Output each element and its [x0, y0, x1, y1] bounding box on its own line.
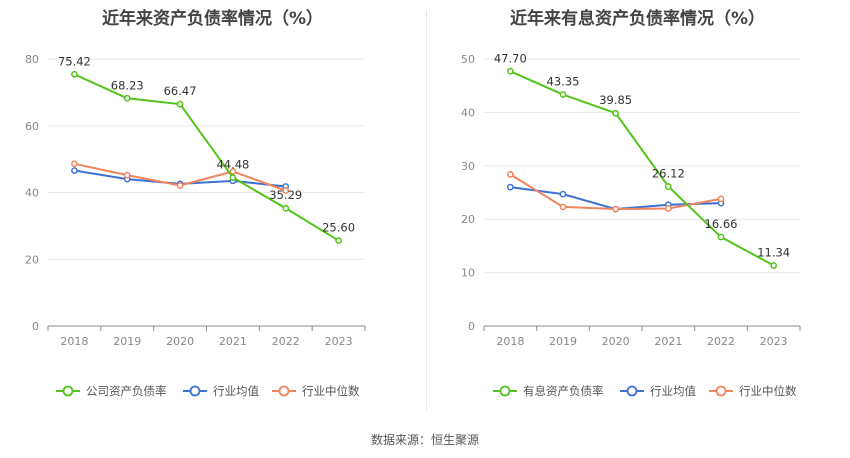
legend-label: 行业中位数	[739, 384, 797, 398]
x-tick-label: 2018	[60, 335, 88, 348]
x-tick-label: 2023	[760, 335, 788, 348]
legend-swatch-marker	[278, 385, 290, 397]
data-point	[559, 203, 567, 211]
data-point	[71, 160, 78, 168]
data-point	[176, 182, 184, 189]
data-point	[506, 170, 514, 178]
data-label: 68.23	[111, 78, 144, 92]
x-tick-label: 2019	[549, 335, 577, 348]
data-point	[717, 233, 725, 241]
data-label: 75.42	[58, 54, 91, 68]
data-point	[229, 174, 237, 181]
legend-swatch-marker	[715, 385, 727, 397]
data-label: 11.34	[757, 245, 790, 259]
data-point	[664, 183, 672, 190]
legend-swatch-marker	[62, 385, 74, 397]
data-point	[612, 205, 620, 213]
y-tick-label: 0	[468, 320, 475, 333]
x-tick-label: 2021	[219, 335, 247, 348]
x-tick-label: 2021	[654, 335, 682, 348]
x-tick-label: 2019	[113, 335, 141, 348]
y-tick-label: 80	[25, 53, 39, 66]
data-point	[229, 168, 237, 175]
data-point	[559, 91, 567, 98]
chart-title: 近年来有息资产负债率情况（%）	[509, 9, 766, 29]
y-tick-label: 20	[25, 253, 39, 266]
data-point	[612, 109, 620, 117]
data-point	[770, 262, 778, 269]
y-tick-label: 50	[461, 53, 475, 66]
data-source-note: 数据来源：恒生聚源	[370, 433, 479, 447]
chart-title: 近年来资产负债率情况（%）	[101, 9, 324, 29]
legend-label: 行业均值	[213, 384, 259, 398]
y-tick-label: 40	[461, 106, 475, 119]
chart-interest-debt-ratio: 0 10 20 30 40 50 2018 2019 2020 2021 2022 2023 47.70…	[461, 51, 801, 398]
y-tick-label: 60	[25, 120, 39, 133]
data-point	[71, 167, 78, 174]
panel-divider	[426, 10, 427, 410]
series-line	[509, 70, 775, 267]
data-point	[282, 187, 290, 194]
y-tick-label: 30	[461, 160, 475, 173]
data-label: 39.85	[599, 93, 632, 107]
legend-swatch-marker	[189, 385, 201, 397]
series-line	[74, 73, 340, 242]
x-tick-label: 2018	[496, 335, 524, 348]
x-tick-label: 2020	[166, 335, 194, 348]
data-point	[123, 94, 131, 102]
data-point	[71, 70, 78, 78]
chart-panel-debt-ratio: 近年来资产负债率情况（%） 0 20 40 60 80 2018 2019 2020 2021 2…	[0, 0, 425, 410]
legend-swatch-marker	[499, 385, 511, 397]
data-label: 26.12	[652, 167, 685, 181]
y-tick-label: 40	[25, 187, 39, 200]
y-tick-label: 10	[461, 267, 475, 280]
data-point	[123, 171, 131, 179]
legend-label: 行业中位数	[302, 384, 360, 398]
x-tick-label: 2022	[272, 335, 300, 348]
data-label: 66.47	[164, 84, 197, 98]
data-point	[506, 183, 514, 191]
legend-label: 公司资产负债率	[86, 384, 167, 398]
data-point	[335, 237, 342, 244]
y-tick-label: 0	[32, 320, 39, 333]
data-label: 44.48	[216, 158, 249, 172]
data-label: 16.66	[705, 217, 738, 231]
chart-debt-ratio: 0 20 40 60 80 2018 2019 2020 2021 2022 2023 75.42 68…	[25, 53, 366, 398]
y-tick-label: 20	[461, 213, 475, 226]
data-point	[176, 100, 184, 108]
data-point	[717, 195, 725, 203]
data-point	[282, 204, 290, 212]
data-point	[506, 67, 514, 75]
data-label: 47.70	[494, 51, 527, 65]
legend-label: 行业均值	[650, 384, 696, 398]
chart-panel-interest-debt-ratio: 近年来有息资产负债率情况（%） 0 10 20 30 40 50 2018 2019 2020 2…	[425, 0, 850, 410]
data-label: 35.29	[269, 188, 302, 202]
x-tick-label: 2023	[325, 335, 353, 348]
legend-swatch-marker	[626, 385, 638, 397]
data-point	[559, 190, 567, 198]
x-tick-label: 2022	[707, 335, 735, 348]
legend-label: 有息资产负债率	[523, 384, 604, 398]
data-label: 43.35	[547, 75, 580, 89]
x-tick-label: 2020	[602, 335, 630, 348]
data-point	[664, 205, 672, 212]
data-label: 25.60	[322, 221, 355, 235]
